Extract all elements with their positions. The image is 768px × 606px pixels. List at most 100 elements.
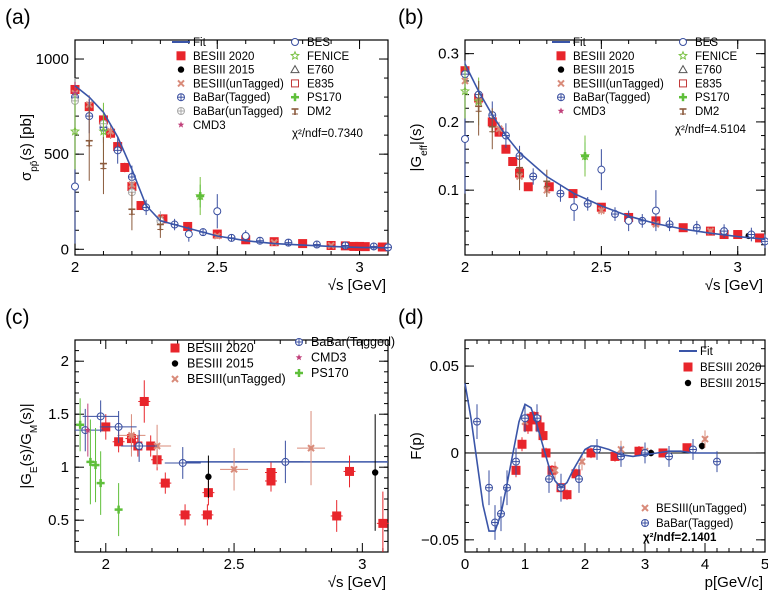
y-axis-label: σpp̄(s) [pb] <box>18 114 40 181</box>
data-point-besiii2020 <box>501 144 511 154</box>
legend-item: E835 <box>679 78 722 90</box>
panel-d: (d)0 1 2 3 4 5−0.0500.05p[GeV/c]F(p)FitBESIII… <box>398 306 768 591</box>
x-tick-label: 4 <box>701 556 709 573</box>
x-tick-label: 1 <box>521 556 529 573</box>
chi2-label: χ²/ndf=2.1401 <box>643 532 717 544</box>
legend-item: BESIII(unTagged) <box>171 372 286 386</box>
data-point-babar_tagged <box>512 457 520 466</box>
chi2-label: χ²/ndf=0.7340 <box>292 128 363 140</box>
data-point-ps170 <box>96 479 105 488</box>
legend-item: BESIII(unTagged) <box>177 78 284 90</box>
data-point-besiii2015 <box>371 469 379 476</box>
legend-item: BaBar(Tagged) <box>295 335 395 349</box>
data-point-babar_tagged <box>665 452 673 461</box>
y-tick-label: 0.3 <box>438 46 459 63</box>
data-point-bes <box>461 134 469 143</box>
y-tick-label: 1 <box>61 459 69 476</box>
data-point-dm2 <box>128 208 136 216</box>
legend-label: FENICE <box>695 51 738 63</box>
data-point-babar_tagged <box>485 483 493 492</box>
legend-top: Fit BESIII 2020 BESIII 2015 <box>679 346 761 390</box>
data-point-besiii2020 <box>733 230 743 240</box>
y-axis-label: |GE(s)/GM(s)| <box>18 403 40 488</box>
legend-label: PS170 <box>695 92 730 104</box>
data-point-besiii2020 <box>355 241 365 251</box>
legend-marker-cmd3 <box>177 121 185 128</box>
panel-label: (c) <box>5 306 30 329</box>
legend-label: BESIII(unTagged) <box>573 78 664 90</box>
x-tick-label: 0 <box>461 556 469 573</box>
data-point-besiii_untagged <box>701 435 709 443</box>
data-point-besiii2020 <box>183 221 193 231</box>
legend-item: PS170 <box>291 92 342 104</box>
legend-marker-e835 <box>291 79 299 88</box>
legend-item: BaBar(Tagged) <box>641 518 734 530</box>
legend-label: BESIII 2015 <box>187 357 254 371</box>
data-point-fenice <box>69 126 81 136</box>
data-point-babar_tagged <box>369 242 378 251</box>
legend-item: FENICE <box>290 50 350 63</box>
legend-label: BESIII 2020 <box>187 341 254 355</box>
data-point-besiii2020 <box>120 162 130 172</box>
legend-marker-e760 <box>678 64 688 74</box>
data-point-cmd3 <box>71 89 79 97</box>
data-point-besiii2020 <box>345 466 355 476</box>
y-tick-label: −0.05 <box>421 532 459 549</box>
legend-label: BESIII(unTagged) <box>187 372 286 386</box>
panel-a: (a) 2 2.5 3 0 500 1000 √s [GeV] σpp̄(s) [pb] Fit B… <box>5 6 392 294</box>
x-axis-label: p[GeV/c] <box>705 574 763 591</box>
legend-label: DM2 <box>307 106 331 118</box>
legend-marker-besiii_untagged <box>171 375 179 383</box>
data-point-dm2 <box>85 139 93 147</box>
series-dm2 <box>85 104 164 238</box>
y-tick-label: 1000 <box>36 51 69 68</box>
legend-marker-cmd3 <box>295 354 303 361</box>
legend-marker-cmd3 <box>557 107 565 114</box>
data-point-besiii2020 <box>586 448 596 458</box>
data-point-besiii2020 <box>547 465 557 475</box>
legend-marker-besiii2015 <box>177 66 185 73</box>
legend-item: BaBar(Tagged) <box>177 92 271 104</box>
legend-marker-babar_tagged <box>295 338 303 346</box>
data-point-besiii_untagged <box>551 466 559 475</box>
x-tick-label: 2 <box>581 556 589 573</box>
legend-marker-ps170 <box>291 93 299 102</box>
legend-marker-fenice <box>290 50 300 61</box>
legend-marker-babar_tagged <box>177 93 185 102</box>
legend-label: Fit <box>573 37 587 49</box>
data-point-besiii2020 <box>538 431 548 441</box>
legend-label: CMD3 <box>311 351 346 365</box>
legend-label: E760 <box>695 65 722 77</box>
data-point-babar_tagged <box>473 417 481 426</box>
x-axis-label: √s [GeV] <box>328 574 386 591</box>
legend-item: DM2 <box>679 106 719 118</box>
series-dm2 <box>475 80 551 197</box>
data-point-babar_tagged <box>689 445 697 454</box>
y-tick-label: 500 <box>44 146 69 163</box>
data-point-babar_tagged <box>575 475 583 484</box>
legend-item: BESIII 2015 <box>557 65 634 77</box>
legend-item: BESIII 2015 <box>177 65 254 77</box>
data-point-bes <box>241 231 250 240</box>
y-tick-label: 0.05 <box>430 358 459 375</box>
legend-item: Fit <box>679 346 714 358</box>
data-point-besiii2020 <box>682 443 692 453</box>
data-point-besiii_untagged <box>230 465 238 474</box>
x-tick-label: 2.5 <box>207 259 228 276</box>
data-point-dm2 <box>475 105 483 113</box>
legend-label: BaBar(Tagged) <box>656 518 734 530</box>
data-point-dm2 <box>543 180 551 188</box>
plot-frame <box>464 339 766 553</box>
legend-item: BaBar(Tagged) <box>557 92 651 104</box>
legend-item: CMD3 <box>557 106 606 118</box>
legend-marker-babar_untagged <box>177 107 185 115</box>
data-point-ps170 <box>86 457 95 466</box>
data-point-ps170 <box>114 505 123 514</box>
x-tick-label: 2 <box>461 259 469 276</box>
series-fenice <box>459 63 591 177</box>
legend-label: BESIII 2015 <box>193 65 254 77</box>
data-point-babar_tagged <box>341 241 350 250</box>
data-point-bes <box>71 182 79 191</box>
legend-label: Fit <box>700 346 714 358</box>
legend-marker-dm2 <box>291 108 299 115</box>
